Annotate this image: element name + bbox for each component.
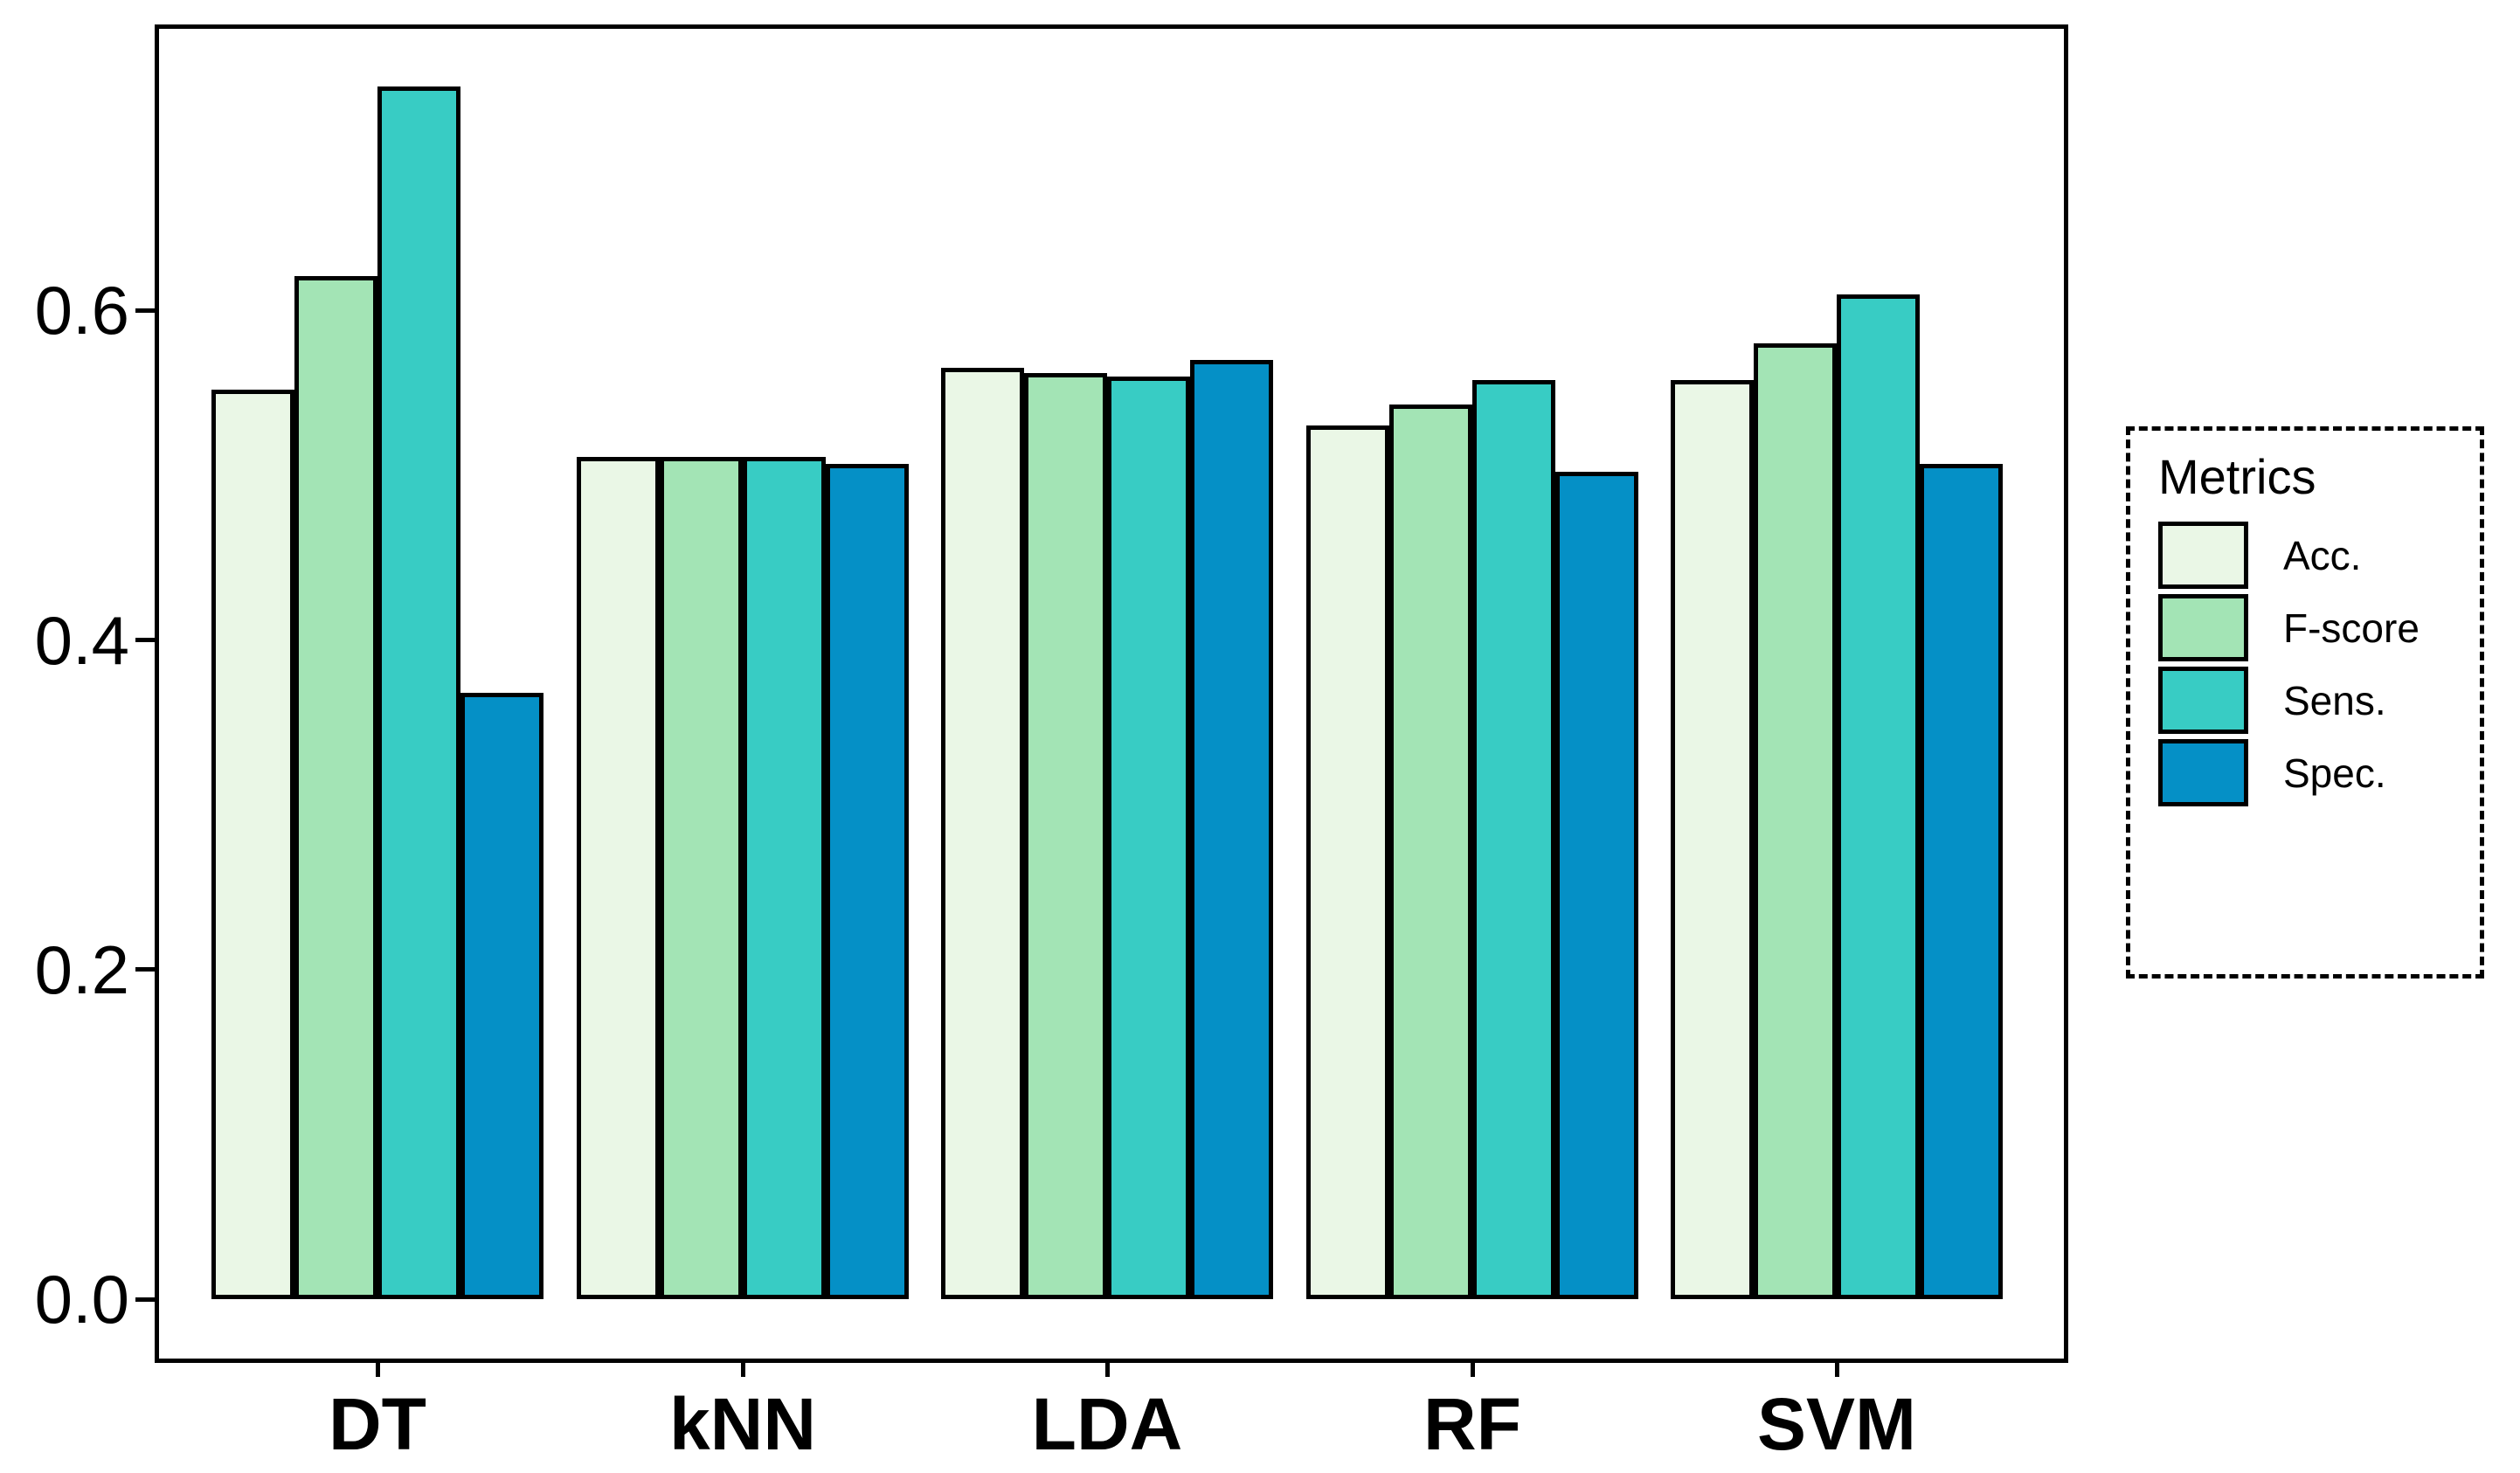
bar-DT-fscore xyxy=(294,275,377,1299)
x-axis-label-rf: RF xyxy=(1423,1383,1521,1465)
y-tick-mark xyxy=(135,967,155,972)
bar-kNN-acc xyxy=(577,457,660,1299)
y-tick-label: 0.6 xyxy=(34,272,129,349)
bar-LDA-sens xyxy=(1107,376,1190,1299)
legend-item-label: Spec. xyxy=(2283,750,2386,796)
bar-RF-sens xyxy=(1472,379,1555,1299)
bar-SVM-fscore xyxy=(1754,343,1837,1299)
y-tick-label: 0.4 xyxy=(34,601,129,679)
x-tick-mark xyxy=(1834,1363,1839,1377)
y-tick-mark xyxy=(135,1297,155,1302)
bar-LDA-spec xyxy=(1190,359,1273,1299)
legend-swatch xyxy=(2158,739,2248,806)
x-tick-mark xyxy=(375,1363,380,1377)
x-axis-label-knn: kNN xyxy=(668,1383,817,1465)
legend-item-label: Acc. xyxy=(2283,532,2362,578)
legend-item-label: Sens. xyxy=(2283,677,2386,723)
x-axis-label-dt: DT xyxy=(329,1383,426,1465)
x-tick-mark xyxy=(1470,1363,1475,1377)
legend-item-spec: Spec. xyxy=(2158,739,2420,806)
legend-item-fscore: F-score xyxy=(2158,594,2420,661)
legend-title: Metrics xyxy=(2158,449,2316,504)
bar-LDA-fscore xyxy=(1024,373,1107,1299)
bar-SVM-acc xyxy=(1671,379,1754,1299)
bar-kNN-fscore xyxy=(660,457,743,1299)
legend-item-label: F-score xyxy=(2283,605,2420,651)
bar-RF-fscore xyxy=(1389,404,1472,1299)
x-tick-mark xyxy=(1104,1363,1110,1377)
plot-area xyxy=(155,24,2068,1363)
legend-swatch xyxy=(2158,594,2248,661)
bar-LDA-acc xyxy=(941,368,1024,1299)
bar-kNN-spec xyxy=(826,463,909,1299)
y-tick-mark xyxy=(135,308,155,313)
bar-RF-spec xyxy=(1555,472,1638,1299)
bar-kNN-sens xyxy=(743,457,826,1299)
bar-SVM-sens xyxy=(1837,294,1920,1299)
x-tick-mark xyxy=(740,1363,745,1377)
x-axis-label-lda: LDA xyxy=(1031,1383,1183,1465)
bar-DT-acc xyxy=(211,389,294,1299)
legend-swatch xyxy=(2158,667,2248,734)
bar-SVM-spec xyxy=(1920,463,2003,1299)
legend-items: Acc. F-score Sens. Spec. xyxy=(2158,522,2420,812)
y-tick-label: 0.0 xyxy=(34,1261,129,1338)
y-tick-mark xyxy=(135,638,155,643)
legend: Metrics Acc. F-score Sens. Spec. xyxy=(2126,426,2484,979)
bar-DT-spec xyxy=(460,692,543,1299)
x-axis-label-svm: SVM xyxy=(1756,1383,1917,1465)
legend-swatch xyxy=(2158,522,2248,589)
y-tick-label: 0.2 xyxy=(34,930,129,1008)
legend-item-acc: Acc. xyxy=(2158,522,2420,589)
bar-DT-sens xyxy=(377,86,460,1299)
bar-RF-acc xyxy=(1306,425,1389,1299)
legend-item-sens: Sens. xyxy=(2158,667,2420,734)
